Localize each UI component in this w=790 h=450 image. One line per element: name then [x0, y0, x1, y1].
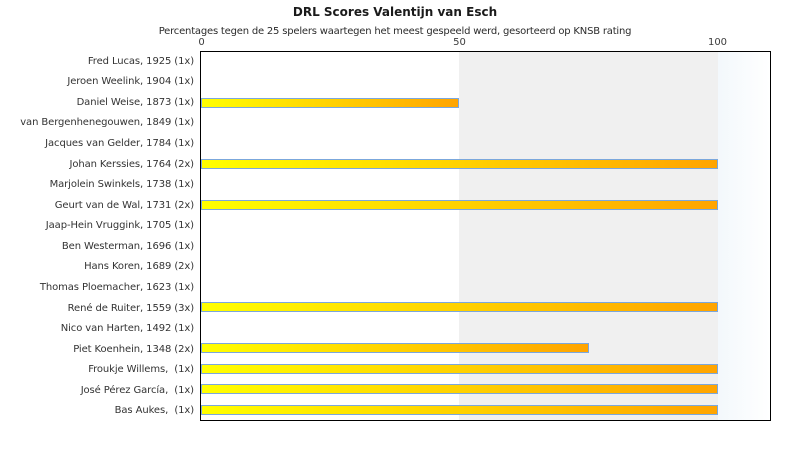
- gray-band: [459, 52, 718, 420]
- bar: [201, 363, 718, 374]
- bar-row: [201, 113, 770, 133]
- category-label: Marjolein Swinkels, 1738 (1x): [49, 179, 194, 191]
- bar: [201, 343, 589, 354]
- category-label: Ben Westerman, 1696 (1x): [61, 240, 194, 252]
- category-label: Jaap-Hein Vruggink, 1705 (1x): [45, 220, 194, 232]
- category-label: Thomas Ploemacher, 1623 (1x): [39, 281, 194, 293]
- category-labels: Fred Lucas, 1925 (1x) Jeroen Weelink, 190…: [0, 51, 194, 421]
- bar: [201, 384, 718, 395]
- bar-row: [201, 399, 770, 419]
- bar-row: [201, 318, 770, 338]
- bar-row: [201, 297, 770, 317]
- category-label: Nico van Harten, 1492 (1x): [60, 323, 194, 335]
- category-label: Piet Koenhein, 1348 (2x): [73, 343, 194, 355]
- bar-row: [201, 72, 770, 92]
- bar: [201, 302, 718, 313]
- bar-row: [201, 256, 770, 276]
- bar-row: [201, 195, 770, 215]
- bar: [201, 159, 718, 170]
- category-label: Bas Aukes, (1x): [114, 405, 194, 417]
- category-label: Fred Lucas, 1925 (1x): [87, 55, 194, 67]
- bar-row: [201, 93, 770, 113]
- plot-box: [200, 51, 771, 421]
- category-label: Hans Koren, 1689 (2x): [84, 261, 194, 273]
- bar-row: [201, 154, 770, 174]
- category-label: Johan Kerssies, 1764 (2x): [69, 158, 194, 170]
- x-axis-tick-label: 0: [198, 37, 205, 48]
- x-axis-ticks: 0 50 100: [198, 37, 771, 49]
- category-label: Jacques van Gelder, 1784 (1x): [45, 138, 194, 150]
- bar-row: [201, 379, 770, 399]
- bar: [201, 404, 718, 415]
- bar-row: [201, 277, 770, 297]
- chart-title: DRL Scores Valentijn van Esch: [292, 5, 498, 19]
- highlight-band: [717, 52, 770, 420]
- bar-row: [201, 134, 770, 154]
- category-label: van Bergenhenegouwen, 1849 (1x): [20, 117, 194, 129]
- category-label: Froukje Willems, (1x): [88, 364, 194, 376]
- bar-row: [201, 175, 770, 195]
- bar: [201, 200, 718, 211]
- bar: [201, 98, 460, 109]
- bar-row: [201, 338, 770, 358]
- x-axis-tick-label: 100: [707, 37, 728, 48]
- category-label: Geurt van de Wal, 1731 (2x): [54, 199, 194, 211]
- bar-rows: [201, 52, 770, 420]
- x-axis-tick-label: 50: [453, 37, 466, 48]
- category-label: René de Ruiter, 1559 (3x): [67, 302, 194, 314]
- category-label: Daniel Weise, 1873 (1x): [76, 96, 195, 108]
- bar-row: [201, 359, 770, 379]
- bar-row: [201, 236, 770, 256]
- bar-row: [201, 216, 770, 236]
- chart-subtitle: Percentages tegen de 25 spelers waartege…: [158, 26, 632, 37]
- bar-row: [201, 52, 770, 72]
- category-label: José Pérez García, (1x): [80, 384, 194, 396]
- category-label: Jeroen Weelink, 1904 (1x): [67, 76, 194, 88]
